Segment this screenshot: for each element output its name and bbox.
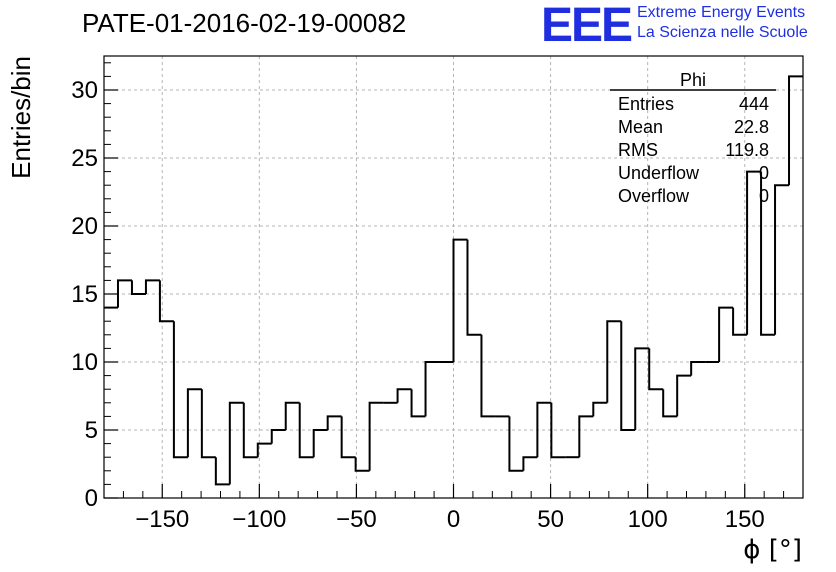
axis-ticks: −150 −100 −50 0 50 100 150 0 5 10 15 20 25 30 [71,62,804,533]
brand-line-1: Extreme Energy Events [637,4,806,21]
histogram-bin [298,402,314,459]
x-axis-label: ϕ [°] [743,535,802,565]
stats-label: RMS [618,140,658,160]
stats-box: Phi Entries 444 Mean 22.8 RMS 119.8 Underflow 0 O… [610,70,776,206]
histogram-bin [732,307,748,336]
stats-value: 119.8 [725,140,769,160]
histogram-bin [200,389,216,459]
histogram-bin [466,239,482,336]
stats-label: Entries [618,94,674,114]
histogram-bin [746,170,762,335]
y-tick-label: 25 [71,145,98,172]
histogram-bin [690,361,706,376]
stats-value: 0 [759,163,769,183]
x-tick-label: −150 [135,506,189,533]
stats-value: 444 [739,94,769,114]
stats-label: Overflow [618,186,690,206]
x-tick-label: −50 [336,506,377,533]
eee-logo: EEE [541,0,633,52]
x-tick-label: 150 [725,506,765,533]
histogram-bin [172,321,188,459]
histogram-bin [760,171,776,336]
histogram-bin [158,280,174,323]
histogram-bin [256,442,272,458]
stats-label: Mean [618,117,663,137]
y-tick-label: 0 [85,485,98,512]
x-tick-label: 100 [628,506,668,533]
histogram-bin [676,374,692,417]
stats-label: Underflow [618,163,700,183]
histogram-bin [578,415,594,458]
y-axis-label: Entries/bin [6,56,36,179]
histogram-bin [130,280,146,295]
y-tick-label: 15 [71,281,98,308]
histogram-bin [354,457,370,472]
histogram-bin [648,348,664,391]
histogram-bin [326,415,342,430]
histogram-bin [550,402,566,459]
x-tick-label: 0 [447,506,460,533]
histogram-bin [368,401,384,471]
histogram-bin [312,429,328,458]
histogram-bin [116,279,132,308]
y-tick-label: 10 [71,349,98,376]
histogram-bin [270,429,286,444]
y-tick-label: 30 [71,77,98,104]
brand-line-2: La Scienza nelle Scuole [637,24,808,41]
stats-name: Phi [680,70,706,90]
histogram-bin [186,388,202,458]
histogram-bin [774,184,790,335]
chart-title: PATE-01-2016-02-19-00082 [82,8,407,38]
x-tick-label: 50 [537,506,564,533]
histogram-bin [788,75,803,186]
histogram-bin [396,388,412,403]
histogram-bin [424,361,440,417]
histogram-bin [606,320,622,403]
histogram-bin [340,416,356,459]
histogram-bin [634,347,650,430]
histogram-bin [522,456,538,471]
y-tick-label: 20 [71,213,98,240]
stats-value: 22.8 [734,117,769,137]
histogram-bin [480,334,496,418]
histogram-bin [620,321,636,431]
histogram-bin [508,416,524,472]
histogram-bin [228,401,244,485]
histogram-bin [592,401,608,417]
histogram-bin [536,401,552,458]
histogram-bin [214,457,230,486]
histogram-bin [144,279,160,294]
y-tick-label: 5 [85,417,98,444]
histogram-bin [242,402,258,459]
histogram-bin [284,401,300,430]
histogram-bin [718,306,734,362]
histogram-bin [410,389,426,418]
histogram-bin [662,389,678,418]
x-tick-label: −100 [232,506,286,533]
histogram-series [104,75,803,486]
stats-value: 0 [759,186,769,206]
histogram-bin [452,238,468,362]
